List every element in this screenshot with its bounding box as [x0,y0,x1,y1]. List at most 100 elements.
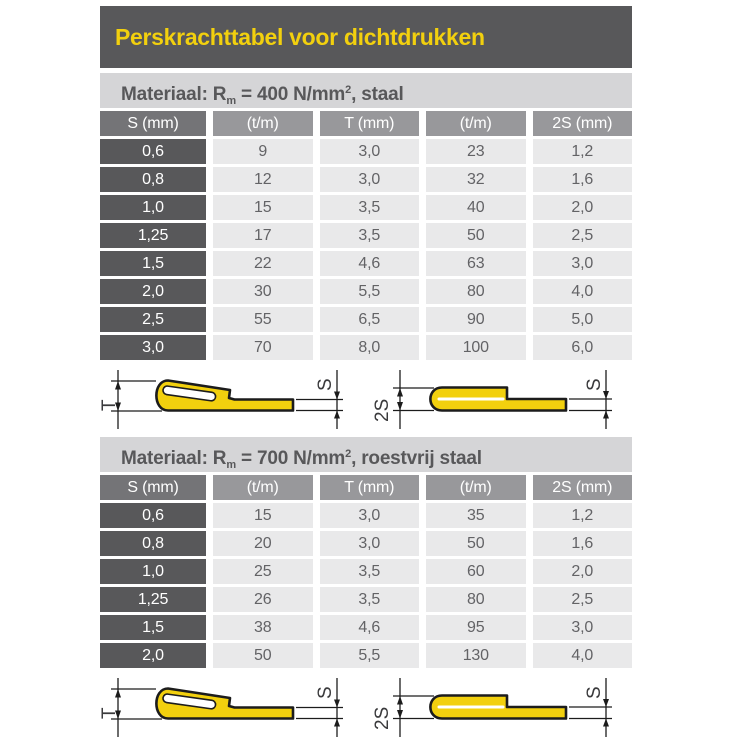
tube-inner-slot [162,693,217,710]
table-cell: 70 [213,335,313,360]
table-cell: 130 [426,643,526,668]
subtitle-text: Materiaal: R [121,448,227,469]
column-header: (t/m) [426,111,526,136]
dimension-label-T: T [100,707,120,719]
table-cell: 2,5 [532,223,632,248]
crimped-tube-shape [155,379,295,412]
column-header: (t/m) [213,111,313,136]
table-cell: 1,6 [532,531,632,556]
table-cell: 25 [213,559,313,584]
table-cell: 3,0 [319,139,419,164]
diagram-row-rvs: T S 2S [100,672,632,744]
table-cell: 95 [426,615,526,640]
row-header-cell: 1,5 [100,251,206,276]
dimension-label-S: S [315,378,336,391]
table-cell: 6,0 [532,335,632,360]
table-cell: 3,5 [319,559,419,584]
column-header: (t/m) [426,475,526,500]
table-cell: 4,6 [319,251,419,276]
table-cell: 3,5 [319,195,419,220]
column-header: 2S (mm) [532,475,632,500]
superscript-2: 2 [345,84,352,96]
table-cell: 4,0 [532,279,632,304]
dimension-label-S: S [584,378,605,391]
subtitle-text: Materiaal: R [121,84,227,105]
material-subtitle-staal: Materiaal: Rm = 400 N/mm2, staal [100,73,632,108]
table-cell: 8,0 [319,335,419,360]
dimension-label-2S: 2S [372,707,393,730]
table-cell: 5,5 [319,643,419,668]
document: Perskrachttabel voor dichtdrukken Materi… [100,6,632,744]
table-cell: 5,5 [319,279,419,304]
table-cell: 22 [213,251,313,276]
table-cell: 50 [213,643,313,668]
crimped-tube-shape [155,687,295,720]
row-header-cell: 0,6 [100,139,206,164]
table-cell: 15 [213,503,313,528]
table-cell: 32 [426,167,526,192]
table-cell: 9 [213,139,313,164]
table-cell: 2,5 [532,587,632,612]
table-cell: 55 [213,307,313,332]
table-cell: 3,5 [319,223,419,248]
table-cell: 30 [213,279,313,304]
table-cell: 17 [213,223,313,248]
table-cell: 3,0 [319,167,419,192]
subscript-m: m [226,459,236,471]
table-cell: 5,0 [532,307,632,332]
page-title: Perskrachttabel voor dichtdrukken [100,6,632,68]
table-cell: 35 [426,503,526,528]
table-cell: 2,0 [532,195,632,220]
dimension-label-S: S [584,686,605,699]
table-cell: 4,6 [319,615,419,640]
table-cell: 63 [426,251,526,276]
table-cell: 1,2 [532,139,632,164]
subtitle-text: , roestvrij staal [351,448,482,469]
table-cell: 50 [426,531,526,556]
column-header: 2S (mm) [532,111,632,136]
table-cell: 1,6 [532,167,632,192]
column-header: S (mm) [100,475,206,500]
dimension-label-2S: 2S [372,399,393,422]
table-section-rvs: Materiaal: Rm = 700 N/mm2, roestvrij sta… [100,437,632,744]
table-cell: 1,2 [532,503,632,528]
flattened-tube-diagram: 2S S [372,370,612,429]
dimension-label-S: S [315,686,336,699]
subtitle-text: = 400 N/mm [235,84,346,105]
row-header-cell: 2,5 [100,307,206,332]
table-cell: 20 [213,531,313,556]
table-cell: 38 [213,615,313,640]
dimension-label-T: T [100,399,120,411]
crimped-end-diagram: T S [100,370,343,429]
column-header: (t/m) [213,475,313,500]
row-header-cell: 1,25 [100,223,206,248]
table-cell: 3,0 [532,615,632,640]
row-header-cell: 2,0 [100,643,206,668]
diagram-row-staal: T S 2S [100,364,632,436]
table-cell: 15 [213,195,313,220]
row-header-cell: 2,0 [100,279,206,304]
subtitle-text: = 700 N/mm [235,448,346,469]
table-cell: 4,0 [532,643,632,668]
subscript-m: m [226,95,236,107]
table-cell: 40 [426,195,526,220]
table-cell: 100 [426,335,526,360]
table-cell: 3,0 [532,251,632,276]
row-header-cell: 1,25 [100,587,206,612]
row-header-cell: 1,5 [100,615,206,640]
row-header-cell: 0,8 [100,531,206,556]
row-header-cell: 1,0 [100,195,206,220]
table-cell: 23 [426,139,526,164]
crimped-end-diagram: T S [100,678,343,737]
row-header-cell: 0,8 [100,167,206,192]
press-force-table-rvs: S (mm) (t/m) T (mm) (t/m) 2S (mm) 0,6 15… [100,475,632,668]
column-header: T (mm) [319,475,419,500]
row-header-cell: 1,0 [100,559,206,584]
subtitle-text: , staal [351,84,404,105]
table-cell: 60 [426,559,526,584]
table-cell: 6,5 [319,307,419,332]
material-subtitle-rvs: Materiaal: Rm = 700 N/mm2, roestvrij sta… [100,437,632,472]
flattened-tube-diagram: 2S S [372,678,612,737]
table-cell: 26 [213,587,313,612]
row-header-cell: 0,6 [100,503,206,528]
